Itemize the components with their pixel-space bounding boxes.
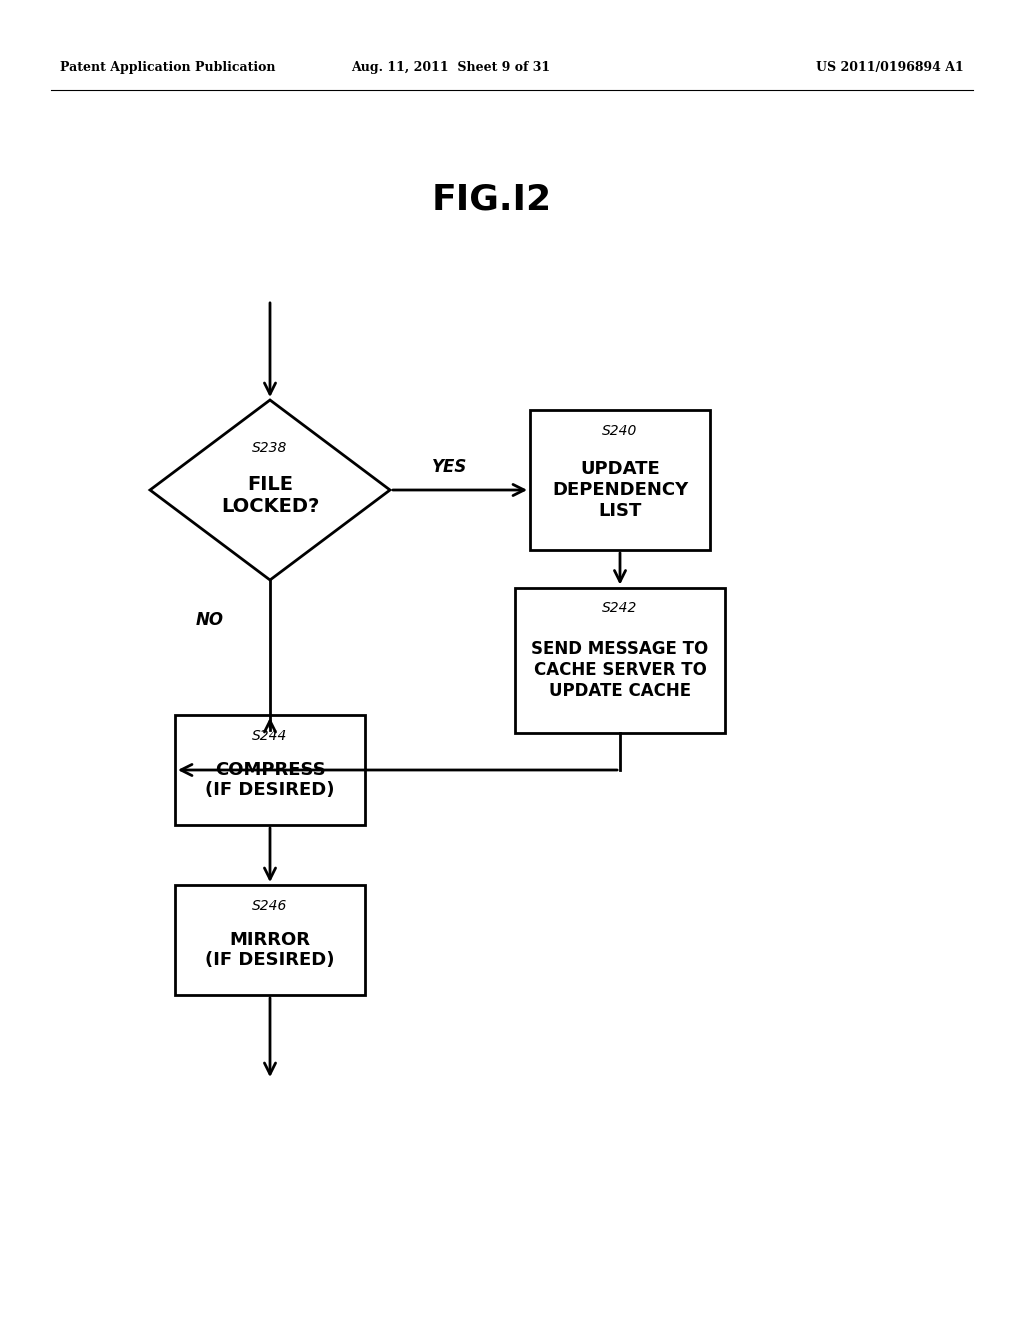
Text: S242: S242 (602, 602, 638, 615)
Text: Patent Application Publication: Patent Application Publication (60, 62, 275, 74)
Text: COMPRESS
(IF DESIRED): COMPRESS (IF DESIRED) (205, 760, 335, 800)
Text: FILE
LOCKED?: FILE LOCKED? (221, 474, 319, 516)
Text: MIRROR
(IF DESIRED): MIRROR (IF DESIRED) (205, 931, 335, 969)
Text: S246: S246 (252, 899, 288, 913)
Text: UPDATE
DEPENDENCY
LIST: UPDATE DEPENDENCY LIST (552, 461, 688, 520)
Text: S240: S240 (602, 424, 638, 438)
Bar (515, 587, 725, 733)
Text: YES: YES (432, 458, 468, 477)
Text: Aug. 11, 2011  Sheet 9 of 31: Aug. 11, 2011 Sheet 9 of 31 (351, 62, 550, 74)
Text: S244: S244 (252, 729, 288, 743)
Text: US 2011/0196894 A1: US 2011/0196894 A1 (816, 62, 964, 74)
Bar (175, 884, 365, 995)
Bar (530, 411, 710, 550)
Text: S238: S238 (252, 441, 288, 454)
Text: FIG.I2: FIG.I2 (431, 183, 552, 216)
Text: NO: NO (196, 611, 224, 630)
Bar (175, 715, 365, 825)
Text: SEND MESSAGE TO
CACHE SERVER TO
UPDATE CACHE: SEND MESSAGE TO CACHE SERVER TO UPDATE C… (531, 640, 709, 700)
